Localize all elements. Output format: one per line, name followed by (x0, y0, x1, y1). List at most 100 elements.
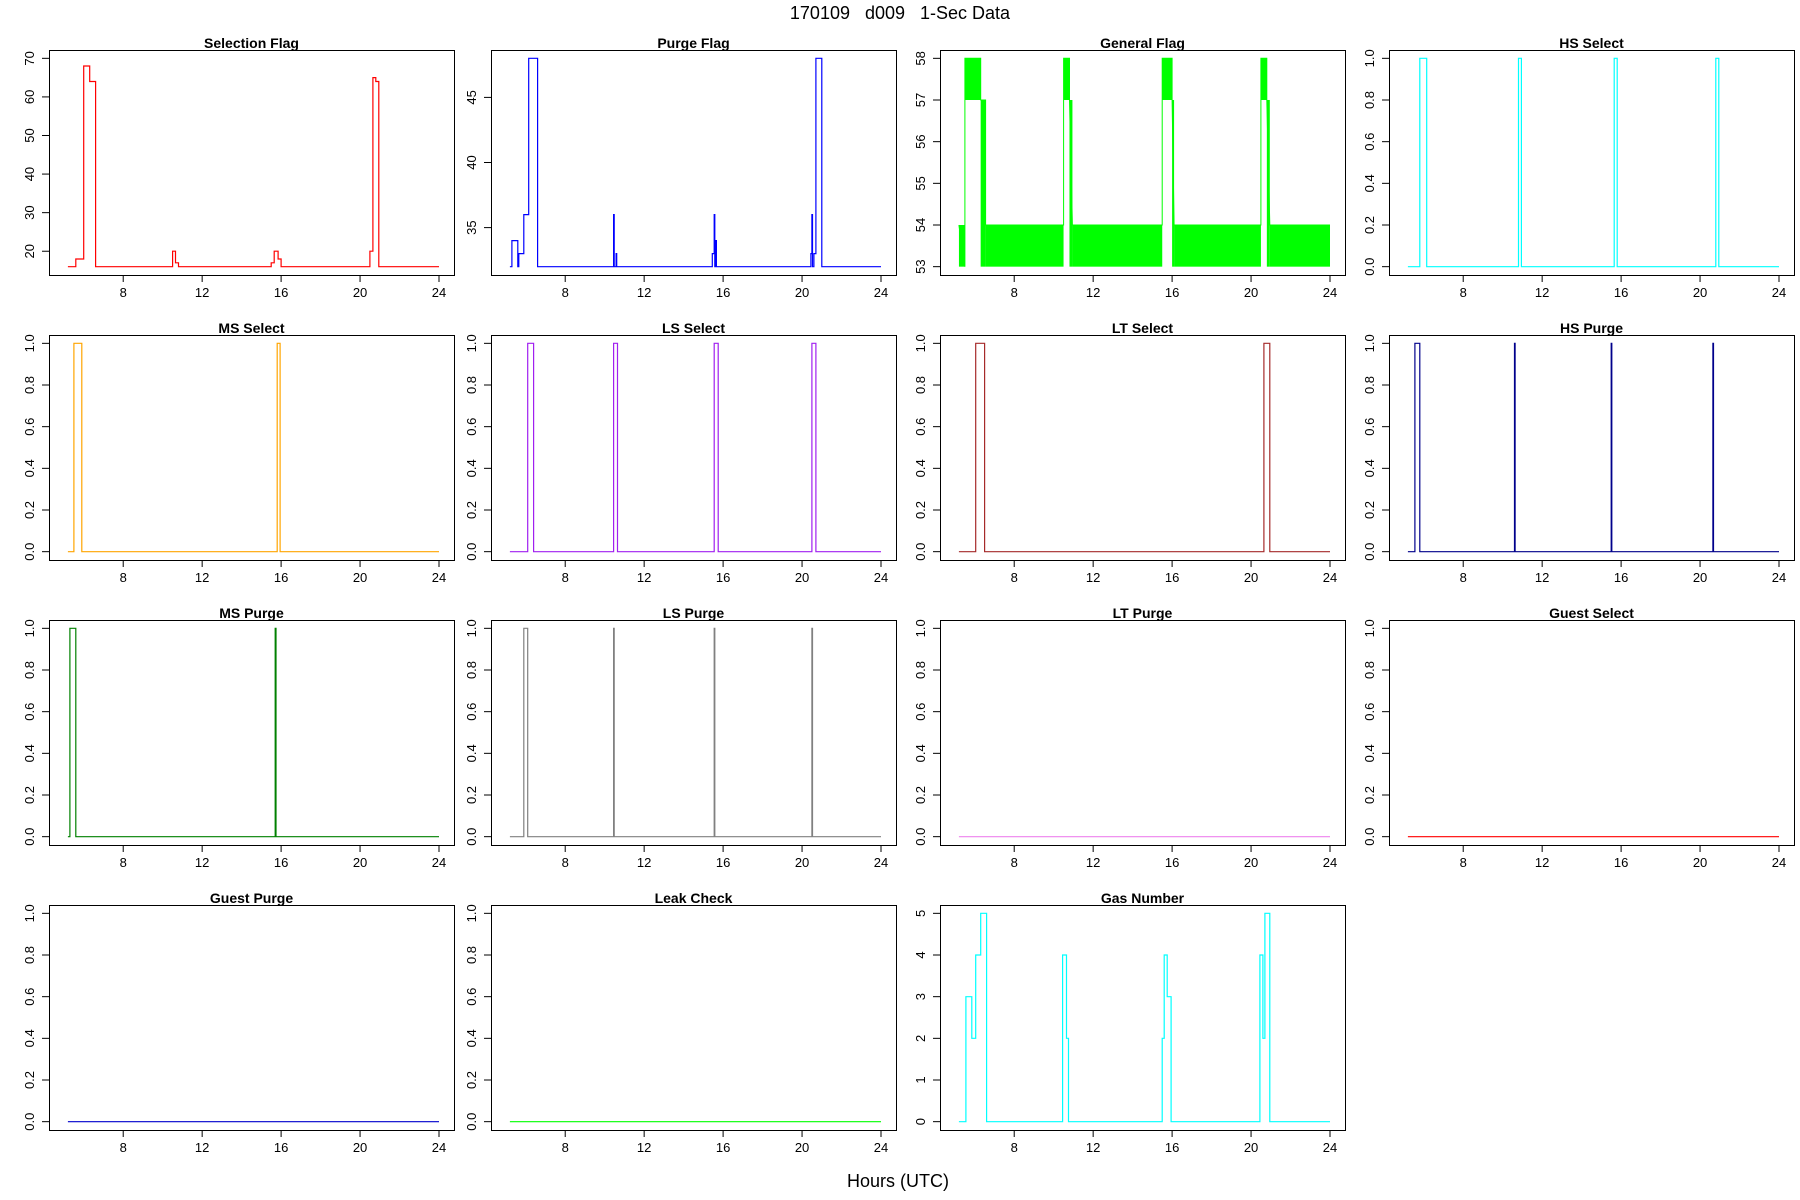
x-tick-label-hs-select-24: 24 (1772, 285, 1786, 300)
x-tick-label-ms-select-20: 20 (353, 570, 367, 585)
panel-title-gas-number: Gas Number (1101, 890, 1185, 906)
y-tick-label-selection-flag-0: 20 (22, 244, 37, 258)
panel-title-ls-purge: LS Purge (663, 605, 725, 621)
x-tick-label-gas-number-16: 16 (1165, 1140, 1179, 1155)
x-tick-label-ls-purge-12: 12 (637, 855, 651, 870)
x-tick-label-hs-purge-20: 20 (1693, 570, 1707, 585)
y-tick-label-ms-select-0: 0.0 (22, 543, 37, 561)
x-tick-label-general-flag-8: 8 (1011, 285, 1018, 300)
x-tick-label-ms-select-8: 8 (120, 570, 127, 585)
y-tick-label-lt-select-2: 0.4 (913, 459, 928, 477)
y-tick-label-lt-purge-0: 0.0 (913, 828, 928, 846)
panel-title-lt-purge: LT Purge (1113, 605, 1173, 621)
series-band-general-flag-8 (1063, 58, 1070, 100)
plot-frame-leak-check (491, 905, 897, 1131)
y-tick-label-gas-number-0: 0 (913, 1118, 928, 1125)
y-tick-label-leak-check-3: 0.6 (464, 988, 479, 1006)
x-tick-label-guest-select-24: 24 (1772, 855, 1786, 870)
series-line-lt-select (958, 342, 1330, 553)
panel-title-ms-select: MS Select (218, 320, 284, 336)
y-tick-label-hs-select-4: 0.8 (1362, 91, 1377, 109)
panel-title-guest-select: Guest Select (1549, 605, 1634, 621)
plot-frame-lt-select (940, 335, 1346, 561)
x-tick-label-ls-purge-16: 16 (716, 855, 730, 870)
plot-frame-ls-select (491, 335, 897, 561)
x-tick-label-purge-flag-20: 20 (795, 285, 809, 300)
x-tick-label-gas-number-24: 24 (1323, 1140, 1337, 1155)
x-tick-label-lt-select-20: 20 (1244, 570, 1258, 585)
y-tick-label-ms-purge-0: 0.0 (22, 828, 37, 846)
panel-hs-select: HS Select 8 12 16 20 24 0.0 0.2 0.4 0.6 0.8 1.0 (1362, 35, 1795, 300)
y-tick-label-hs-purge-1: 0.2 (1362, 501, 1377, 519)
x-tick-label-lt-select-12: 12 (1086, 570, 1100, 585)
y-tick-label-gas-number-5: 5 (913, 910, 928, 917)
y-tick-label-lt-purge-5: 1.0 (913, 619, 928, 637)
y-tick-label-ms-purge-1: 0.2 (22, 786, 37, 804)
y-tick-label-lt-select-5: 1.0 (913, 334, 928, 352)
y-tick-label-ls-select-0: 0.0 (464, 543, 479, 561)
y-tick-label-hs-purge-5: 1.0 (1362, 334, 1377, 352)
x-tick-label-general-flag-16: 16 (1165, 285, 1179, 300)
y-tick-label-selection-flag-2: 40 (22, 167, 37, 181)
series-line-purge-flag (509, 57, 881, 268)
y-tick-label-hs-purge-3: 0.6 (1362, 418, 1377, 436)
panel-title-hs-select: HS Select (1559, 35, 1624, 51)
panel-guest-purge: Guest Purge 8 12 16 20 24 0.0 0.2 0.4 0.6 0.8 1.0 (22, 890, 455, 1155)
x-tick-label-ls-select-24: 24 (874, 570, 888, 585)
x-tick-label-general-flag-24: 24 (1323, 285, 1337, 300)
y-tick-label-selection-flag-3: 50 (22, 128, 37, 142)
y-tick-label-hs-select-1: 0.2 (1362, 216, 1377, 234)
y-tick-label-leak-check-0: 0.0 (464, 1113, 479, 1131)
x-tick-label-leak-check-16: 16 (716, 1140, 730, 1155)
x-tick-label-ms-select-24: 24 (432, 570, 446, 585)
y-tick-label-hs-select-5: 1.0 (1362, 49, 1377, 67)
panel-general-flag: General Flag 8 12 16 20 24 53 54 55 56 57 58 (913, 35, 1346, 300)
series-line-gas-number (958, 912, 1330, 1123)
y-tick-label-hs-select-3: 0.6 (1362, 133, 1377, 151)
y-tick-label-general-flag-2: 55 (913, 176, 928, 190)
x-tick-label-selection-flag-16: 16 (274, 285, 288, 300)
y-tick-label-hs-purge-0: 0.0 (1362, 543, 1377, 561)
y-tick-label-guest-purge-2: 0.4 (22, 1029, 37, 1047)
y-tick-label-purge-flag-1: 40 (464, 155, 479, 169)
x-tick-label-lt-select-8: 8 (1011, 570, 1018, 585)
panel-lt-select: LT Select 8 12 16 20 24 0.0 0.2 0.4 0.6 0.8 1.0 (913, 320, 1346, 585)
x-tick-label-purge-flag-8: 8 (562, 285, 569, 300)
x-tick-label-selection-flag-8: 8 (120, 285, 127, 300)
y-tick-label-lt-purge-4: 0.8 (913, 661, 928, 679)
x-tick-label-ms-purge-20: 20 (353, 855, 367, 870)
y-tick-label-ls-select-5: 1.0 (464, 334, 479, 352)
panel-title-leak-check: Leak Check (655, 890, 733, 906)
plot-frame-purge-flag (491, 50, 897, 276)
panel-title-selection-flag: Selection Flag (204, 35, 299, 51)
plot-frame-hs-select (1389, 50, 1795, 276)
series-band-general-flag-16 (1174, 225, 1261, 267)
x-tick-label-hs-select-20: 20 (1693, 285, 1707, 300)
y-tick-label-ls-select-1: 0.2 (464, 501, 479, 519)
y-tick-label-ls-select-3: 0.6 (464, 418, 479, 436)
plot-frame-guest-select (1389, 620, 1795, 846)
y-tick-label-lt-select-4: 0.8 (913, 376, 928, 394)
series-band-general-flag-13 (1162, 58, 1173, 100)
y-tick-label-ls-purge-1: 0.2 (464, 786, 479, 804)
panel-title-purge-flag: Purge Flag (657, 35, 729, 51)
y-tick-label-purge-flag-2: 45 (464, 90, 479, 104)
y-tick-label-selection-flag-4: 60 (22, 90, 37, 104)
y-tick-label-ms-select-2: 0.4 (22, 459, 37, 477)
panel-hs-purge: HS Purge 8 12 16 20 24 0.0 0.2 0.4 0.6 0.8 1.0 (1362, 320, 1795, 585)
y-tick-label-leak-check-2: 0.4 (464, 1029, 479, 1047)
x-tick-label-hs-select-8: 8 (1460, 285, 1467, 300)
plot-frame-selection-flag (49, 50, 455, 276)
panel-title-general-flag: General Flag (1100, 35, 1185, 51)
y-tick-label-guest-purge-3: 0.6 (22, 988, 37, 1006)
y-tick-label-hs-select-0: 0.0 (1362, 258, 1377, 276)
x-tick-label-guest-select-12: 12 (1535, 855, 1549, 870)
x-tick-label-guest-purge-12: 12 (195, 1140, 209, 1155)
y-tick-label-gas-number-3: 3 (913, 993, 928, 1000)
x-tick-label-gas-number-20: 20 (1244, 1140, 1258, 1155)
x-tick-label-guest-select-16: 16 (1614, 855, 1628, 870)
panel-ms-select: MS Select 8 12 16 20 24 0.0 0.2 0.4 0.6 0.8 1.0 (22, 320, 455, 585)
x-tick-label-hs-purge-16: 16 (1614, 570, 1628, 585)
series-band-general-flag-21 (1269, 225, 1330, 267)
